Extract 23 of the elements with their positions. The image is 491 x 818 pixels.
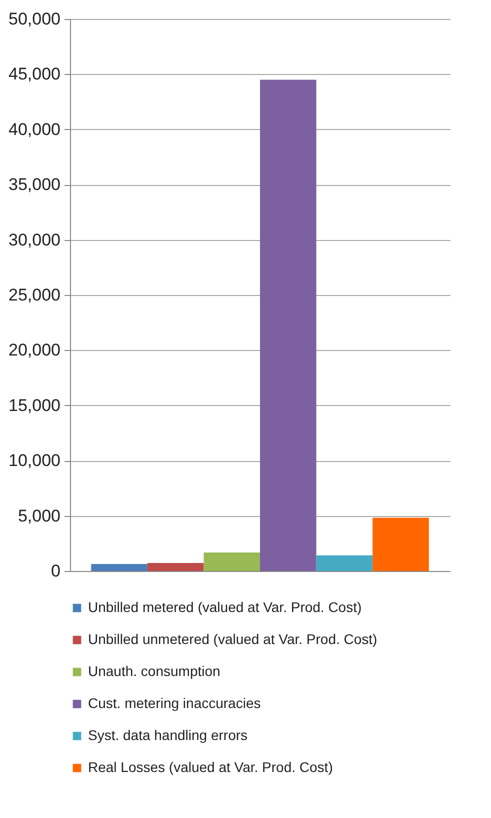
y-tick-label: 15,000 [8, 396, 60, 415]
y-tick-label: 0 [51, 562, 60, 580]
y-tick-label: 45,000 [8, 64, 60, 84]
bar [260, 80, 316, 571]
legend-label: Syst. data handling errors [88, 727, 248, 743]
y-tick-label: 10,000 [8, 451, 60, 470]
legend-label: Cust. metering inaccuracies [88, 695, 261, 711]
bar [316, 555, 373, 571]
bar [204, 552, 260, 571]
bar [91, 564, 148, 571]
y-tick-label: 5,000 [18, 506, 60, 526]
y-tick-label: 20,000 [8, 340, 60, 360]
y-tick-label: 50,000 [8, 10, 60, 28]
legend-label: Real Losses (valued at Var. Prod. Cost) [88, 759, 333, 775]
y-tick-label: 25,000 [8, 286, 60, 304]
y-tick-label: 35,000 [8, 175, 60, 194]
y-tick-label: 30,000 [8, 230, 60, 250]
bar [147, 563, 204, 571]
y-tick-label: 40,000 [8, 120, 60, 139]
legend-label: Unbilled metered (valued at Var. Prod. Cost) [88, 599, 362, 615]
legend-label: Unbilled unmetered (valued at Var. Prod. Cost) [88, 631, 378, 647]
legend-label: Unauth. consumption [88, 663, 220, 679]
bar [372, 518, 429, 571]
